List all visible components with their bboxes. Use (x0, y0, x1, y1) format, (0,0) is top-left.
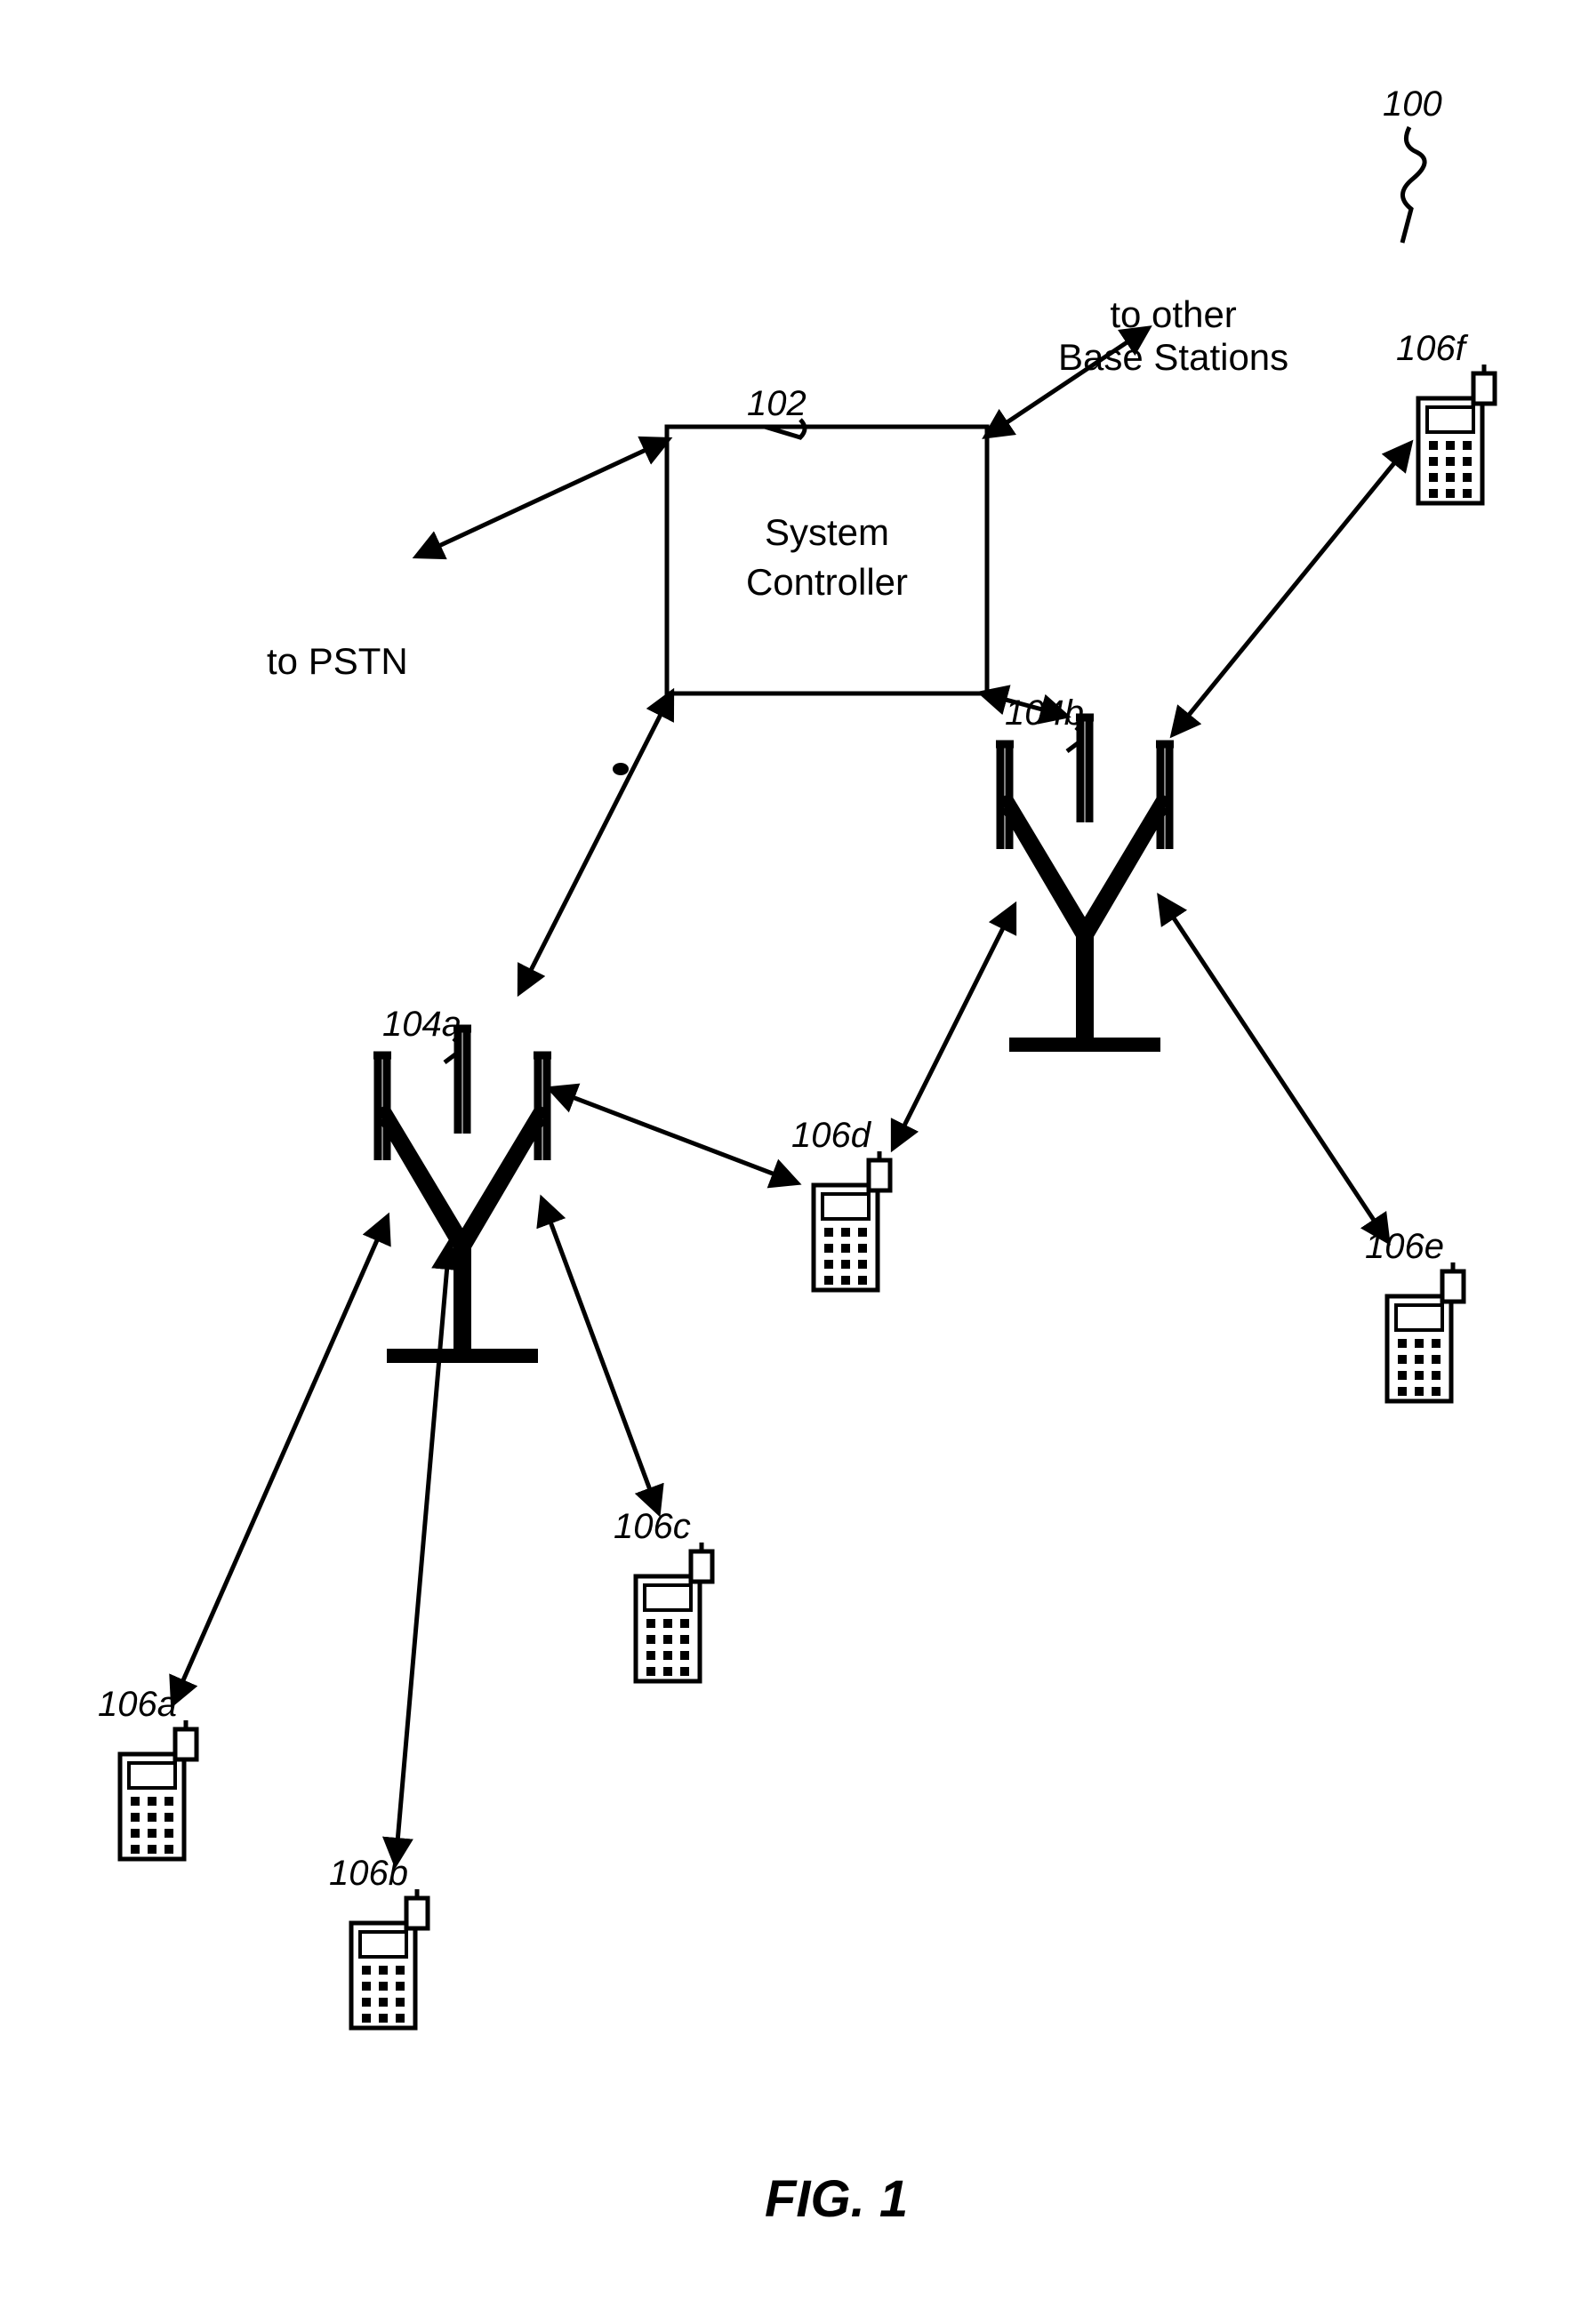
system-controller-label-line1: System (765, 511, 889, 553)
base-station-tower-a (373, 1027, 551, 1356)
arrow-bs-b-to-106e (1160, 898, 1387, 1240)
arrow-bs-a-to-106a (173, 1218, 387, 1703)
system-controller-label-line2: Controller (746, 561, 908, 603)
arrow-bs-a-to-106d (551, 1089, 796, 1182)
arrow-controller-tl (418, 440, 667, 556)
terminal-handset-e (1387, 1262, 1464, 1401)
terminal-handset-f (1418, 365, 1495, 503)
arrow-bs-b-to-106f (1174, 445, 1409, 733)
arrow-controller-bl (520, 693, 671, 991)
arrow-controller-br (983, 693, 1065, 716)
overall-ref-leader (1402, 127, 1424, 243)
figure-container: FIG. 1 100 102 to PSTN to other Base Sta… (0, 0, 1589, 2324)
system-controller-box: System Controller (667, 427, 987, 693)
arrow-bs-a-to-106b (396, 1245, 449, 1863)
terminal-handset-d (814, 1151, 890, 1290)
base-station-tower-b (996, 716, 1174, 1045)
towers-group (373, 716, 1174, 1356)
diagram-canvas: System Controller (0, 0, 1589, 2324)
ink-speck (613, 763, 629, 775)
arrow-bs-a-to-106c (542, 1200, 658, 1511)
terminal-handset-b (351, 1889, 428, 2028)
terminal-handset-c (636, 1543, 712, 1681)
arrow-controller-tr (987, 329, 1147, 436)
arrow-bs-b-to-106d (894, 907, 1014, 1147)
terminal-handset-a (120, 1720, 197, 1859)
